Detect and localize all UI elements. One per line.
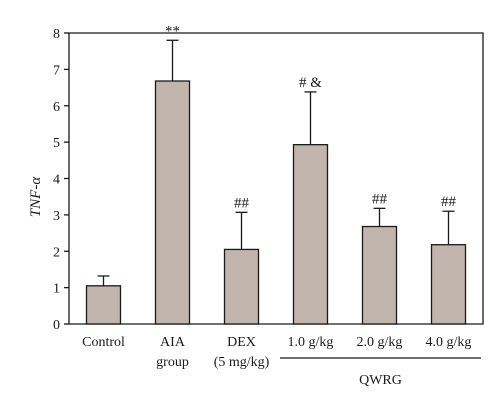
y-tick-label: 4 — [53, 173, 60, 188]
significance-mark: ## — [234, 195, 250, 211]
y-tick-label: 3 — [53, 209, 60, 224]
x-tick-label-line2: group — [156, 355, 189, 370]
bar — [154, 80, 191, 325]
labels: Control ** AIA group ## DEX (5 mg/kg) # & 1.0 g/… — [82, 23, 481, 388]
bar — [292, 144, 329, 325]
significance-mark: # & — [299, 75, 322, 91]
significance-mark: ## — [441, 194, 457, 210]
y-tick-label: 7 — [53, 63, 60, 78]
bar — [361, 225, 398, 325]
plot-frame — [68, 32, 484, 325]
bars — [85, 39, 467, 325]
x-tick-label: 2.0 g/kg — [357, 335, 403, 350]
x-tick-label-line2: (5 mg/kg) — [214, 355, 270, 370]
x-tick-label: Control — [82, 335, 125, 350]
group-label: QWRG — [359, 373, 402, 388]
y-tick-label: 1 — [53, 282, 60, 297]
y-tick-label: 0 — [53, 318, 60, 333]
bar — [85, 285, 122, 325]
significance-mark: ## — [372, 191, 388, 207]
axes: 0 1 2 3 4 5 6 7 8 — [53, 27, 484, 333]
x-tick-label: 4.0 g/kg — [426, 335, 472, 350]
y-axis-label: TNF-α — [28, 176, 44, 218]
x-tick-label: AIA — [160, 335, 186, 350]
y-tick-label: 8 — [53, 27, 60, 42]
y-tick-label: 2 — [53, 245, 60, 260]
x-tick-label: 1.0 g/kg — [288, 335, 334, 350]
significance-mark: ** — [165, 23, 180, 39]
y-tick-label: 5 — [53, 136, 60, 151]
x-tick-label: DEX — [227, 335, 256, 350]
y-tick-label: 6 — [53, 100, 60, 115]
bar — [430, 244, 467, 325]
bar — [223, 248, 260, 325]
